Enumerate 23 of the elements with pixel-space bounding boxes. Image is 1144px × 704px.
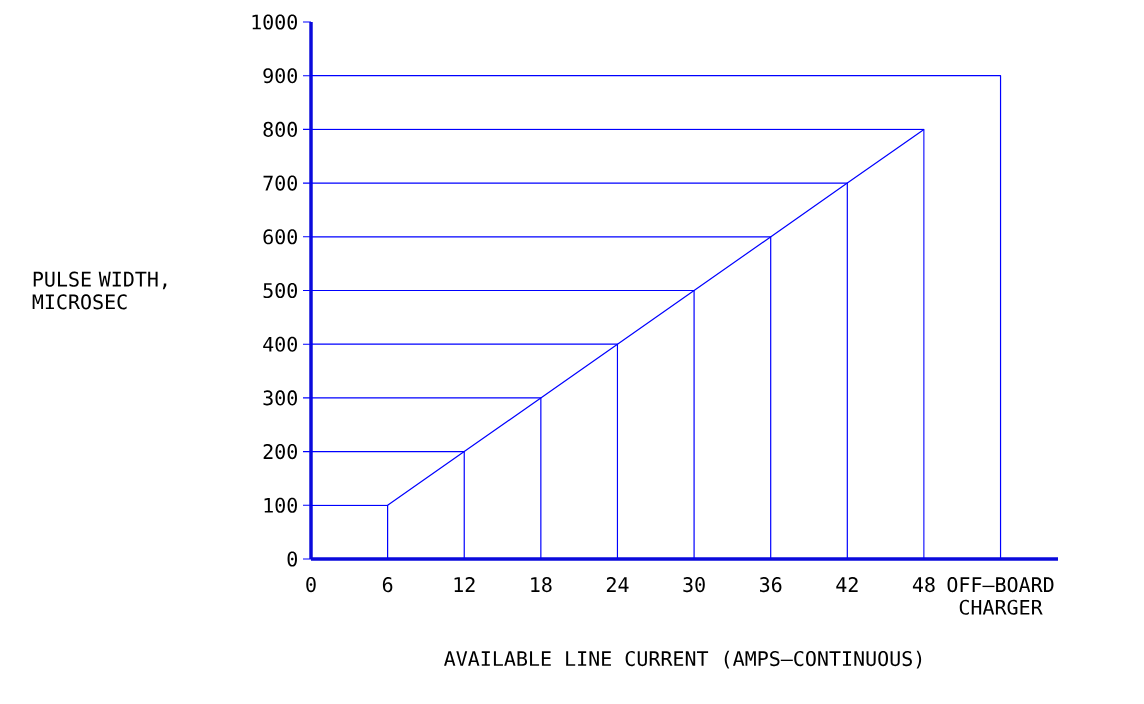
x-tick-label: 30: [683, 577, 705, 593]
y-tick-label: 200: [263, 444, 297, 460]
x-tick-label: OFF—BOARD CHARGER: [947, 577, 1054, 615]
y-tick-label: 1000: [252, 14, 297, 30]
y-axis-title: PULSE WIDTH, MICROSEC: [32, 271, 167, 310]
x-tick-label: 24: [606, 577, 629, 592]
x-tick-label: 6: [382, 577, 393, 593]
y-tick-label: 300: [263, 390, 297, 406]
x-tick-label: 18: [531, 577, 552, 593]
y-tick-label: 100: [264, 497, 297, 513]
x-tick-label: 42: [836, 577, 858, 592]
y-tick-label: 800: [263, 121, 297, 137]
x-tick-label: 0: [306, 577, 316, 593]
y-tick-label: 600: [263, 229, 297, 245]
x-tick-label: 36: [760, 577, 782, 593]
x-axis-title: AVAILABLE LINE CURRENT (AMPS—CONTINUOUS): [444, 650, 922, 669]
y-tick-label: 0: [287, 551, 297, 567]
x-tick-label: 48: [912, 577, 935, 593]
y-tick-label: 400: [263, 336, 297, 352]
x-tick-label: 12: [454, 577, 475, 592]
y-tick-label: 500: [263, 282, 297, 299]
y-tick-label: 900: [263, 68, 297, 84]
y-tick-label: 700: [263, 175, 297, 191]
